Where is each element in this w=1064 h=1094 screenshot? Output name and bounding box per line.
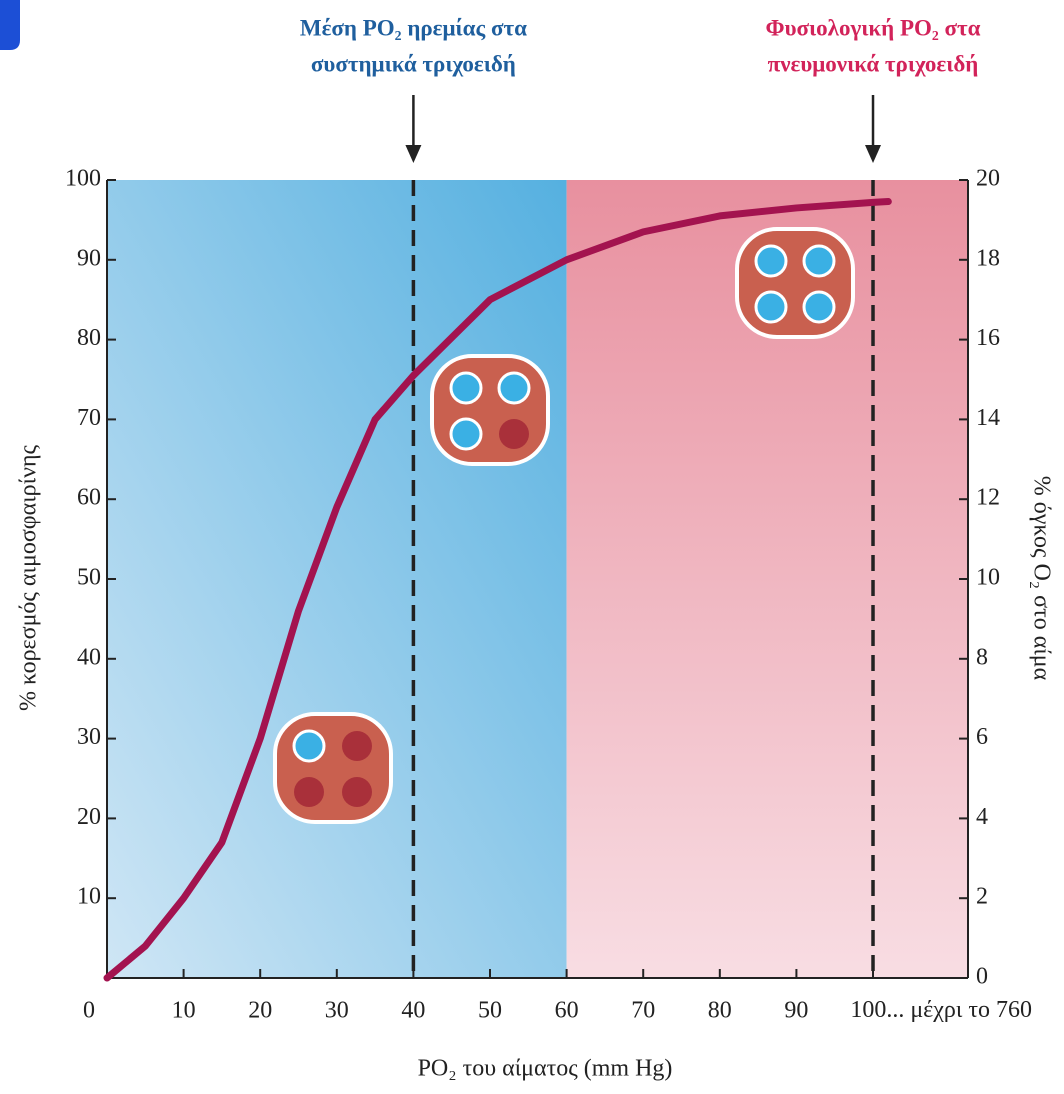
x-tick-label: 20 <box>248 998 272 1024</box>
y-tick-label: 70 <box>77 405 101 431</box>
y2-tick-label: 16 <box>976 325 1000 351</box>
x-tick-label: 50 <box>478 998 502 1024</box>
arrow-head <box>865 145 881 163</box>
x-tick-label: 40 <box>401 998 425 1024</box>
band <box>107 180 567 978</box>
annotation: Μέση PO₂ ηρεμίας στα <box>300 15 527 40</box>
y2-axis-label: % όγκος O₂ στο αίμα <box>1028 476 1054 681</box>
y2-tick-label: 6 <box>976 724 988 750</box>
annotation: πνευμονικά τριχοειδή <box>768 51 979 76</box>
x-tick-label: 100... μέχρι το 760 <box>820 996 1032 1025</box>
y-axis-label: % κορεσμός αιμοσφαιρίνης <box>16 445 42 711</box>
y-tick-label: 100 <box>65 166 101 192</box>
x-tick-label: 80 <box>708 998 732 1024</box>
chart: PO₂ του αίματος (mm Hg) % κορεσμός αιμοσ… <box>0 0 1064 1094</box>
cell <box>275 714 391 822</box>
x-tick-label: 70 <box>631 998 655 1024</box>
cell <box>432 356 548 464</box>
y-tick-label: 30 <box>77 724 101 750</box>
y2-tick-label: 2 <box>976 884 988 910</box>
x-tick-label: 90 <box>784 998 808 1024</box>
y-tick-label: 10 <box>77 884 101 910</box>
y-tick-label: 80 <box>77 325 101 351</box>
y-tick-label: 40 <box>77 644 101 670</box>
y2-tick-label: 12 <box>976 485 1000 511</box>
y2-tick-label: 0 <box>976 964 988 990</box>
x-tick-label: 30 <box>325 998 349 1024</box>
y2-tick-label: 4 <box>976 804 988 830</box>
annotation: συστημικά τριχοειδή <box>311 51 516 76</box>
corner-mark <box>0 0 20 50</box>
page: {"chart_data": { "type": "line", "x": [0… <box>0 0 1064 1094</box>
x-tick-label: 0 <box>83 998 95 1024</box>
y2-tick-label: 10 <box>976 565 1000 591</box>
y-tick-label: 90 <box>77 245 101 271</box>
y-tick-label: 50 <box>77 565 101 591</box>
y2-tick-label: 18 <box>976 245 1000 271</box>
cell <box>737 229 853 337</box>
arrow-head <box>405 145 421 163</box>
annotation: Φυσιολογική PO₂ στα <box>766 15 981 40</box>
x-tick-label: 60 <box>555 998 579 1024</box>
y2-tick-label: 14 <box>976 405 1000 431</box>
y-tick-label: 20 <box>77 804 101 830</box>
x-tick-label: 10 <box>172 998 196 1024</box>
y2-tick-label: 8 <box>976 644 988 670</box>
x-axis-label: PO₂ του αίματος (mm Hg) <box>418 1056 673 1082</box>
y2-tick-label: 20 <box>976 166 1000 192</box>
y-tick-label: 60 <box>77 485 101 511</box>
